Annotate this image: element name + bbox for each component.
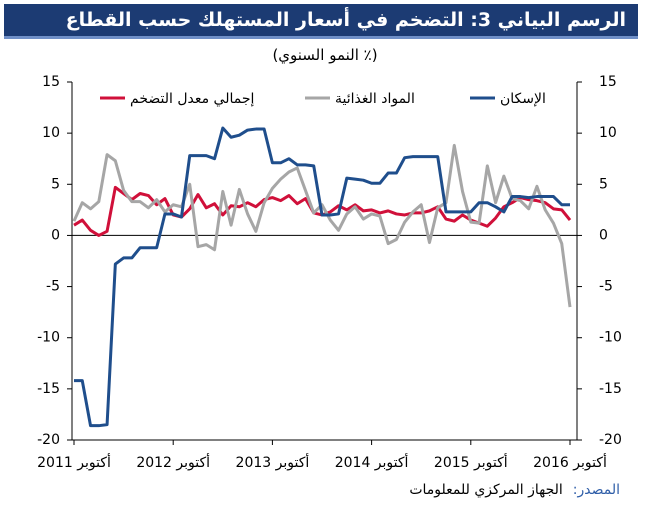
x-tick-label: أكتوبر 2012 bbox=[136, 453, 210, 471]
source-label: المصدر: bbox=[572, 482, 620, 498]
y-tick-label: -15 bbox=[37, 381, 60, 397]
series-line bbox=[74, 126, 570, 428]
x-tick-label: أكتوبر 2014 bbox=[335, 453, 409, 471]
x-tick-label: أكتوبر 2013 bbox=[236, 453, 310, 471]
source-text: الجهاز المركزي للمعلومات bbox=[409, 482, 563, 498]
y-tick-label: -10 bbox=[37, 330, 60, 346]
source: المصدر: الجهاز المركزي للمعلومات bbox=[409, 482, 620, 498]
y2-tick-label: -20 bbox=[599, 432, 622, 448]
y-tick-label: -5 bbox=[46, 279, 60, 295]
y-tick-label: 10 bbox=[42, 125, 60, 141]
y2-tick-label: -5 bbox=[599, 279, 613, 295]
legend-label: إجمالي معدل التضخم bbox=[130, 91, 254, 107]
chart-title: الرسم البياني 3: التضخم في أسعار المستهل… bbox=[4, 4, 638, 39]
y2-tick-label: 10 bbox=[599, 125, 617, 141]
legend-label: المواد الغذائية bbox=[335, 91, 415, 107]
x-tick-label: أكتوبر 2016 bbox=[533, 453, 607, 471]
x-tick-label: أكتوبر 2011 bbox=[37, 453, 111, 471]
x-tick-label: أكتوبر 2015 bbox=[434, 453, 508, 471]
y2-tick-label: 0 bbox=[599, 227, 608, 243]
y2-tick-label: -10 bbox=[599, 330, 622, 346]
legend-label: الإسكان bbox=[500, 91, 546, 107]
y2-tick-label: 15 bbox=[599, 74, 617, 90]
y-tick-label: 15 bbox=[42, 74, 60, 90]
series-line bbox=[72, 143, 572, 308]
y-tick-label: 0 bbox=[51, 227, 60, 243]
y-tick-label: 5 bbox=[51, 176, 60, 192]
y2-tick-label: 5 bbox=[599, 176, 608, 192]
y2-tick-label: -15 bbox=[599, 381, 622, 397]
chart-subtitle: (٪ النمو السنوي) bbox=[272, 46, 378, 64]
y-tick-label: -20 bbox=[37, 432, 60, 448]
